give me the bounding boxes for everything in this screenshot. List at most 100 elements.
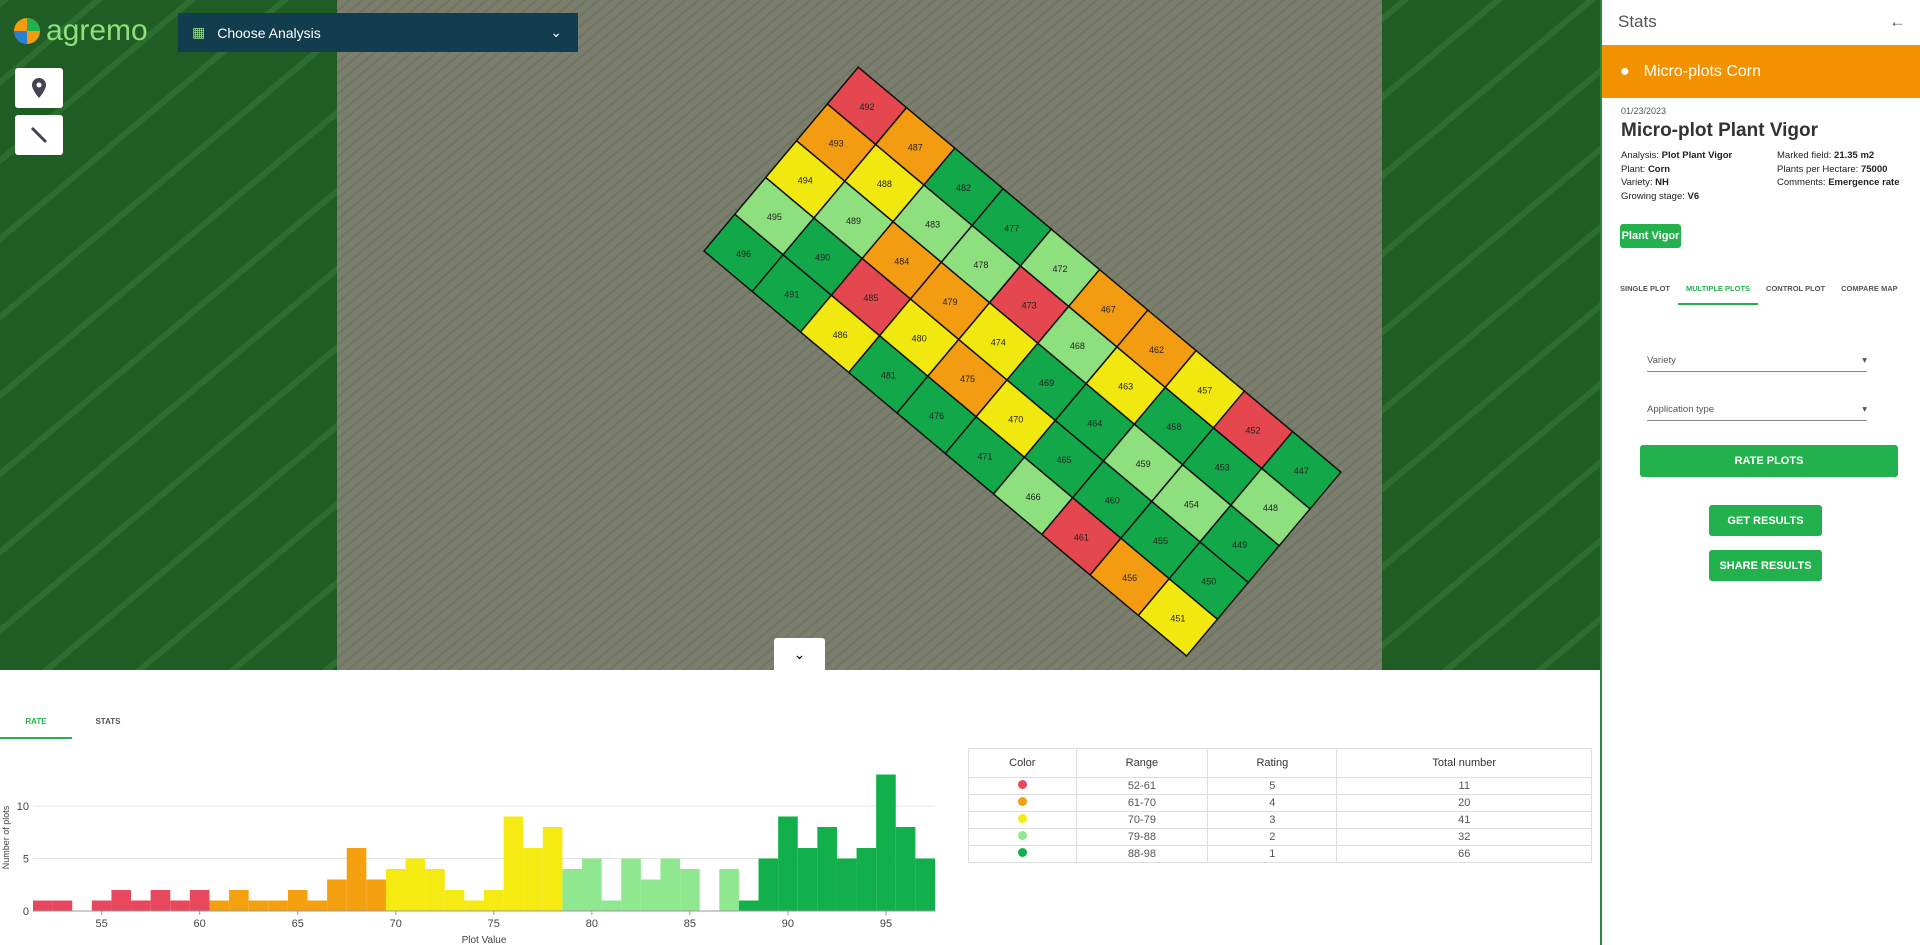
detail-value: 21.35 m2 xyxy=(1834,150,1875,161)
color-dot xyxy=(1017,814,1027,823)
bar xyxy=(150,890,171,911)
plot-label[interactable]: 448 xyxy=(1263,503,1278,513)
plot-label[interactable]: 477 xyxy=(1004,223,1019,233)
plot-label[interactable]: 449 xyxy=(1232,540,1247,550)
dropdown-arrow: ▾ xyxy=(1862,355,1867,366)
plot-label[interactable]: 461 xyxy=(1074,532,1089,542)
bar xyxy=(856,848,877,911)
plot-label[interactable]: 473 xyxy=(1022,301,1037,311)
dropdown[interactable]: Application type ▾ xyxy=(1647,404,1867,421)
plot-label[interactable]: 453 xyxy=(1215,463,1230,473)
plot-label[interactable]: 495 xyxy=(767,212,782,222)
bar xyxy=(346,848,367,911)
plot-label[interactable]: 471 xyxy=(977,451,992,461)
plot-label[interactable]: 481 xyxy=(881,370,896,380)
plot-label[interactable]: 452 xyxy=(1246,426,1261,436)
plot-label[interactable]: 476 xyxy=(929,411,944,421)
plot-label[interactable]: 463 xyxy=(1118,382,1133,392)
panel-tab[interactable]: CONTROL PLOT xyxy=(1766,284,1826,293)
bar xyxy=(52,900,73,911)
plot-label[interactable]: 468 xyxy=(1070,341,1085,351)
panel-tab[interactable]: COMPARE MAP xyxy=(1841,284,1898,293)
logo[interactable]: agremo xyxy=(12,14,148,48)
plot-label[interactable]: 464 xyxy=(1087,418,1102,428)
rate-plots-button[interactable]: RATE PLOTS xyxy=(1640,445,1898,477)
range-cell: 79-88 xyxy=(1075,828,1209,846)
bottom-tab[interactable]: RATE xyxy=(0,717,72,739)
detail-row: Comments: Emergence rate xyxy=(1777,177,1900,191)
plot-label[interactable]: 488 xyxy=(877,179,892,189)
plot-label[interactable]: 447 xyxy=(1294,466,1309,476)
plot-label[interactable]: 490 xyxy=(815,253,830,263)
plot-label[interactable]: 462 xyxy=(1149,345,1164,355)
analysis-dropdown[interactable]: ▦ Choose Analysis ⌄ xyxy=(178,13,578,52)
plot-label[interactable]: 482 xyxy=(956,183,971,193)
total-cell: 32 xyxy=(1336,828,1592,846)
bar xyxy=(91,900,112,911)
bar xyxy=(209,900,230,911)
plot-label[interactable]: 486 xyxy=(833,330,848,340)
plot-label[interactable]: 496 xyxy=(736,249,751,259)
plot-label[interactable]: 456 xyxy=(1122,573,1137,583)
plot-label[interactable]: 487 xyxy=(908,142,923,152)
plot-label[interactable]: 480 xyxy=(912,334,927,344)
plot-label[interactable]: 489 xyxy=(846,216,861,226)
range-cell: 70-79 xyxy=(1075,811,1209,829)
get-results-button[interactable]: GET RESULTS xyxy=(1709,505,1822,536)
panel-tab[interactable]: MULTIPLE PLOTS xyxy=(1678,284,1759,305)
bottom-tab[interactable]: STATS xyxy=(95,717,121,726)
plot-label[interactable]: 474 xyxy=(991,337,1006,347)
measure-button[interactable] xyxy=(15,115,63,155)
detail-label: Marked field: xyxy=(1777,150,1832,161)
plot-label[interactable]: 458 xyxy=(1166,422,1181,432)
stats-panel: Stats ← ● Micro-plots Corn 01/23/2023 Micr… xyxy=(1600,0,1920,945)
plot-label[interactable]: 451 xyxy=(1170,613,1185,623)
bar xyxy=(131,900,151,911)
plot-label[interactable]: 484 xyxy=(894,256,909,266)
plot-label[interactable]: 483 xyxy=(925,220,940,230)
plot-label[interactable]: 491 xyxy=(784,289,799,299)
color-cell xyxy=(968,845,1077,863)
panel-tab[interactable]: SINGLE PLOT xyxy=(1620,284,1671,293)
heading: Micro-plot Plant Vigor xyxy=(1621,120,1819,141)
collapse-button[interactable]: ⌄ xyxy=(774,638,825,670)
plot-label[interactable]: 492 xyxy=(859,102,874,112)
rating-cell: 1 xyxy=(1207,845,1338,863)
plot-label[interactable]: 454 xyxy=(1184,499,1199,509)
location-button[interactable] xyxy=(15,68,63,108)
plot-label[interactable]: 493 xyxy=(829,139,844,149)
plot-label[interactable]: 459 xyxy=(1136,459,1151,469)
plot-label[interactable]: 450 xyxy=(1201,577,1216,587)
plot-label[interactable]: 460 xyxy=(1105,496,1120,506)
bar xyxy=(444,890,465,911)
rating-cell: 2 xyxy=(1207,828,1338,846)
share-results-button[interactable]: SHARE RESULTS xyxy=(1709,550,1822,581)
dropdown[interactable]: Variety ▾ xyxy=(1647,355,1867,372)
detail-row: Variety: NH xyxy=(1621,177,1777,191)
plot-label[interactable]: 485 xyxy=(863,293,878,303)
plot-label[interactable]: 469 xyxy=(1039,378,1054,388)
color-dot xyxy=(1017,780,1027,789)
plot-label[interactable]: 455 xyxy=(1153,536,1168,546)
detail-label: Variety: xyxy=(1621,177,1653,188)
back-button[interactable]: ← xyxy=(1889,12,1906,31)
rating-cell: 3 xyxy=(1207,811,1338,829)
plot-label[interactable]: 466 xyxy=(1026,492,1041,502)
plot-label[interactable]: 467 xyxy=(1101,304,1116,314)
plot-label[interactable]: 457 xyxy=(1197,385,1212,395)
plot-label[interactable]: 494 xyxy=(798,175,813,185)
plot-label[interactable]: 465 xyxy=(1056,455,1071,465)
map[interactable]: 496 495 494 493 492 491 490 489 488 487 486 485 484 4… xyxy=(0,0,1600,670)
bar xyxy=(189,890,210,911)
plot-label[interactable]: 478 xyxy=(973,260,988,270)
plot-label[interactable]: 475 xyxy=(960,374,975,384)
plot-label[interactable]: 470 xyxy=(1008,415,1023,425)
plot-label[interactable]: 472 xyxy=(1053,264,1068,274)
color-dot xyxy=(1017,797,1027,806)
table-row: 52-61 5 11 xyxy=(968,777,1592,795)
plot-label[interactable]: 479 xyxy=(943,297,958,307)
bar xyxy=(327,879,347,911)
detail-row: Plant: Corn xyxy=(1621,164,1777,178)
bar xyxy=(170,900,190,911)
tag-button[interactable]: Plant Vigor xyxy=(1620,224,1681,248)
